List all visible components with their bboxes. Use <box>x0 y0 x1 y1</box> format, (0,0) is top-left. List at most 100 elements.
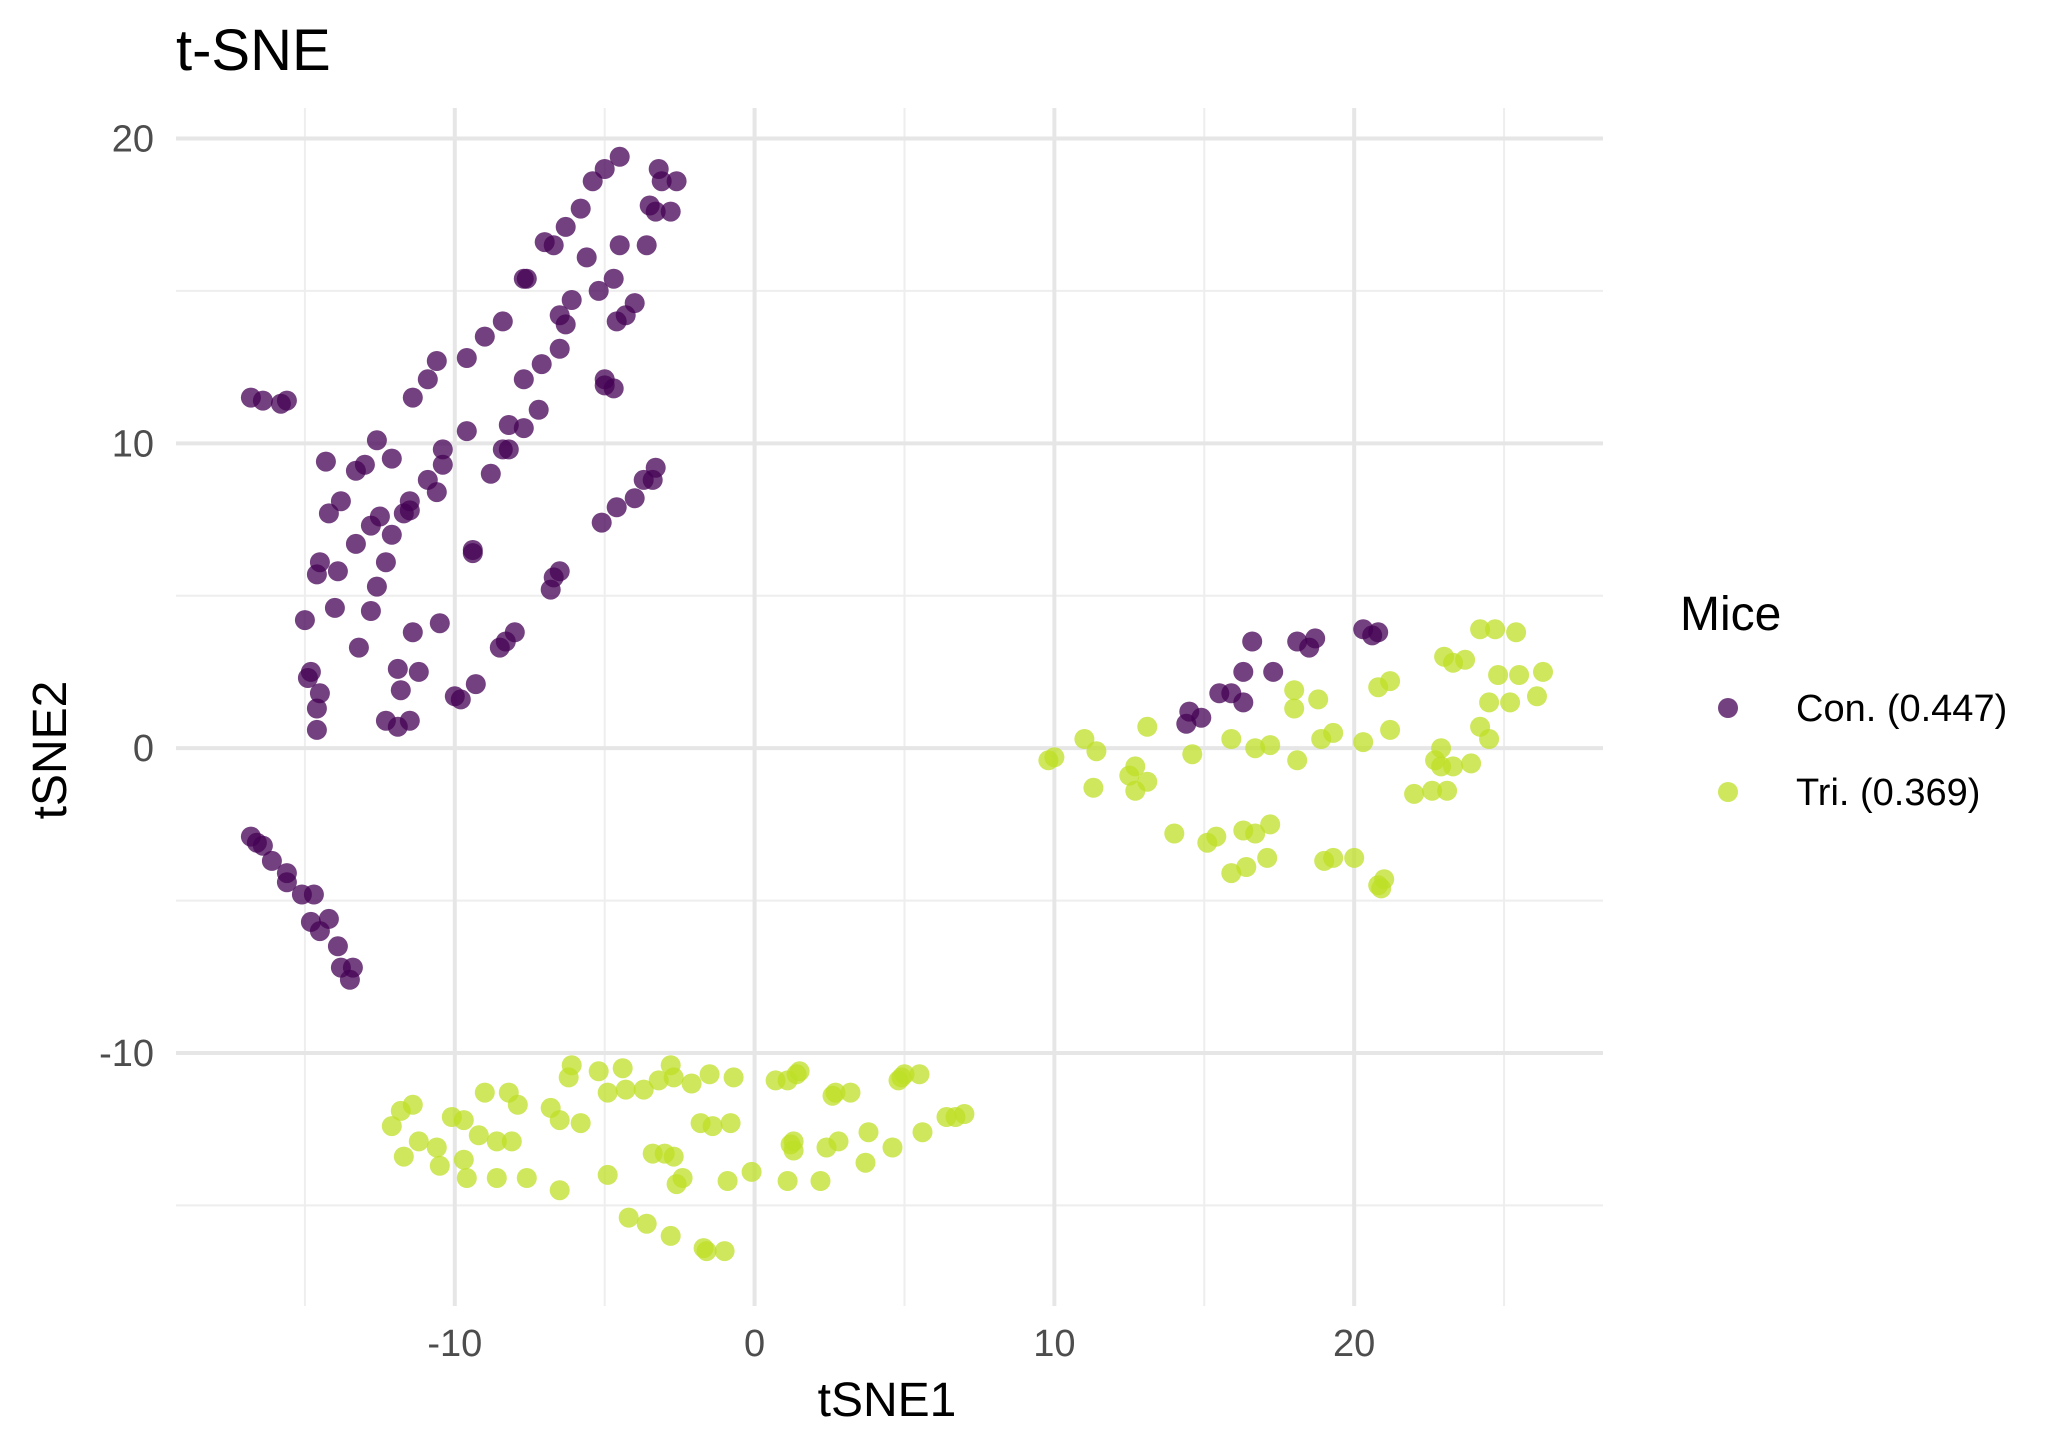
data-point <box>582 171 603 192</box>
data-point <box>468 1125 489 1146</box>
data-point <box>1308 689 1329 710</box>
data-point <box>1380 719 1401 740</box>
data-point <box>393 503 414 524</box>
data-point <box>1233 661 1254 682</box>
data-point <box>1260 735 1281 756</box>
data-point <box>618 1207 639 1228</box>
data-point <box>480 463 501 484</box>
y-tick-label: 0 <box>133 728 154 770</box>
data-point <box>555 314 576 335</box>
data-point <box>318 503 339 524</box>
data-point <box>327 561 348 582</box>
data-point <box>810 1171 831 1191</box>
data-point <box>636 235 657 256</box>
data-point <box>486 1168 507 1188</box>
data-point <box>1443 756 1464 777</box>
data-point <box>717 1171 738 1191</box>
data-point <box>456 348 477 368</box>
data-points <box>240 146 1553 1262</box>
data-point <box>702 1116 723 1137</box>
data-point <box>570 198 591 219</box>
data-point <box>615 1079 636 1100</box>
data-point <box>516 1168 537 1188</box>
data-point <box>651 171 672 192</box>
data-point <box>555 216 576 237</box>
data-point <box>1455 649 1476 670</box>
data-point <box>327 936 348 957</box>
data-point <box>366 430 387 451</box>
legend-label: Con. (0.447) <box>1796 688 2007 730</box>
data-point <box>1470 619 1491 640</box>
data-point <box>426 482 447 503</box>
data-point <box>465 674 486 695</box>
data-point <box>507 1094 528 1115</box>
data-point <box>597 1082 618 1103</box>
data-point <box>348 637 369 658</box>
data-point <box>366 576 387 597</box>
data-point <box>549 338 570 359</box>
y-tick-label: 20 <box>112 118 154 160</box>
x-tick-label: 10 <box>1033 1323 1075 1365</box>
data-point <box>603 268 624 289</box>
data-point <box>588 1061 609 1082</box>
data-point <box>492 439 513 460</box>
data-point <box>696 1241 717 1262</box>
data-point <box>1344 847 1365 868</box>
data-point <box>1086 741 1107 762</box>
data-point <box>429 1155 450 1176</box>
data-point <box>276 390 297 411</box>
data-point <box>660 1225 681 1246</box>
data-point <box>315 451 336 472</box>
data-point <box>489 637 510 658</box>
data-point <box>1470 716 1491 737</box>
data-point <box>1500 692 1521 713</box>
data-point <box>1164 823 1185 844</box>
x-axis-title: tSNE1 <box>818 1374 957 1427</box>
data-point <box>297 668 318 688</box>
data-point <box>306 719 327 740</box>
data-point <box>294 610 315 631</box>
data-point <box>330 491 351 512</box>
data-point <box>513 369 534 390</box>
y-axis-title: tSNE2 <box>24 681 77 820</box>
legend-key <box>1718 782 1738 802</box>
data-point <box>1404 783 1425 804</box>
series-con <box>240 146 1389 990</box>
data-point <box>789 1061 810 1082</box>
data-point <box>360 601 381 621</box>
data-point <box>1182 744 1203 765</box>
data-point <box>558 1067 579 1088</box>
data-point <box>723 1067 744 1088</box>
data-point <box>1368 622 1389 643</box>
data-point <box>543 235 564 256</box>
data-point <box>1119 765 1140 786</box>
data-point <box>1245 738 1266 759</box>
data-point <box>453 1149 474 1170</box>
data-point <box>597 1164 618 1185</box>
data-point <box>498 415 519 435</box>
data-point <box>612 1058 633 1079</box>
data-point <box>549 1110 570 1131</box>
data-point <box>1236 857 1257 877</box>
data-point <box>1431 738 1452 759</box>
data-point <box>1287 750 1308 771</box>
data-point <box>390 680 411 701</box>
data-point <box>486 1131 507 1152</box>
data-point <box>570 1113 591 1134</box>
data-point <box>276 872 297 893</box>
data-point <box>375 552 396 573</box>
legend: Mice Con. (0.447) Tri. (0.369) <box>1680 588 2007 814</box>
data-point <box>606 311 627 332</box>
data-point <box>402 1094 423 1115</box>
data-point <box>474 1082 495 1103</box>
tick-labels: -10 0 10 20 -10 0 10 20 <box>99 118 1375 1365</box>
data-point <box>516 268 537 289</box>
data-point <box>456 1168 477 1188</box>
data-point <box>1527 686 1547 707</box>
data-point <box>882 1137 903 1158</box>
data-point <box>1485 619 1506 640</box>
data-point <box>1044 747 1065 768</box>
data-point <box>354 454 375 475</box>
data-point <box>576 247 597 268</box>
